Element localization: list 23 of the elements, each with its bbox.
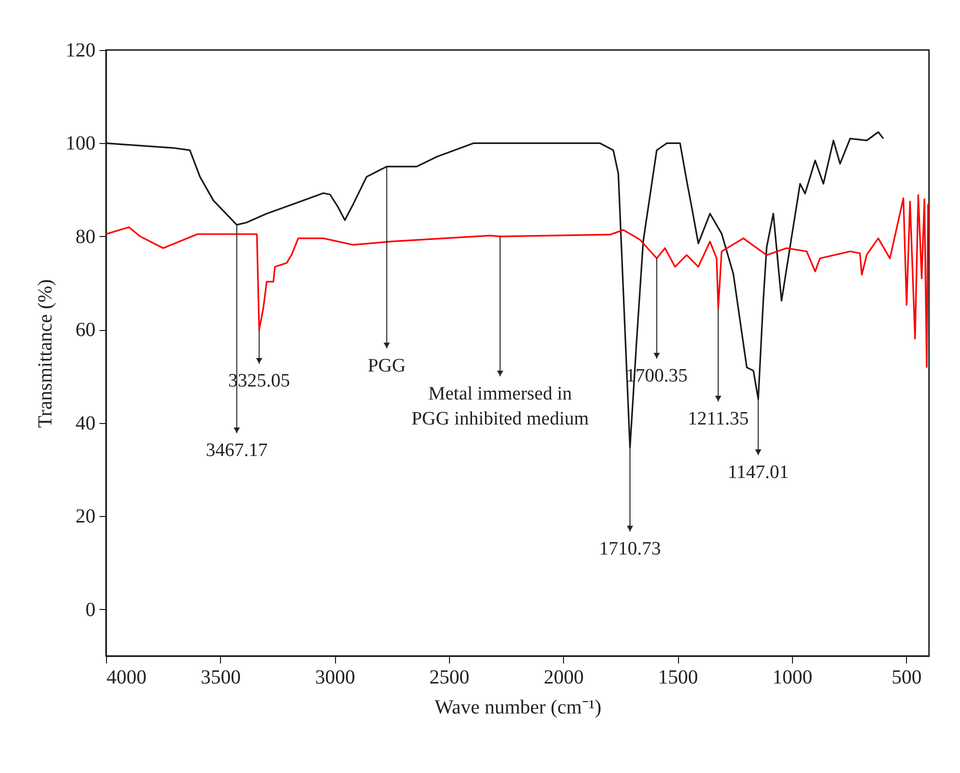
annotation: 1211.35 (688, 408, 749, 430)
annotation: PGG (368, 355, 406, 376)
annotation: Metal immersed in PGG inhibited medium (411, 383, 590, 430)
y-tick-label: 60 (76, 319, 96, 342)
annotation: 3467.17 (206, 440, 268, 462)
annotation: 1147.01 (728, 462, 789, 484)
x-axis-title: Wave number (cm⁻¹) (434, 696, 602, 718)
y-axis-title: Transmittance (%) (34, 279, 56, 428)
y-tick-label: 0 (86, 598, 96, 621)
y-tick-label: 40 (76, 412, 96, 434)
x-tick-label: 2000 (544, 666, 584, 688)
x-tick-label: 1500 (658, 666, 698, 688)
y-tick-label: 80 (76, 226, 96, 248)
y-tick-label: 100 (66, 132, 96, 155)
x-tick-label: 1000 (772, 666, 812, 688)
x-tick-label: 2500 (429, 666, 470, 688)
x-tick-label: 3000 (315, 666, 356, 688)
y-tick-label: 20 (76, 506, 96, 528)
x-tick-label: 3500 (200, 666, 241, 688)
x-tick-label: 4000 (106, 666, 146, 688)
annotation: 1710.73 (599, 538, 661, 560)
x-tick-label: 500 (892, 666, 922, 688)
y-tick-label: 120 (66, 40, 96, 62)
